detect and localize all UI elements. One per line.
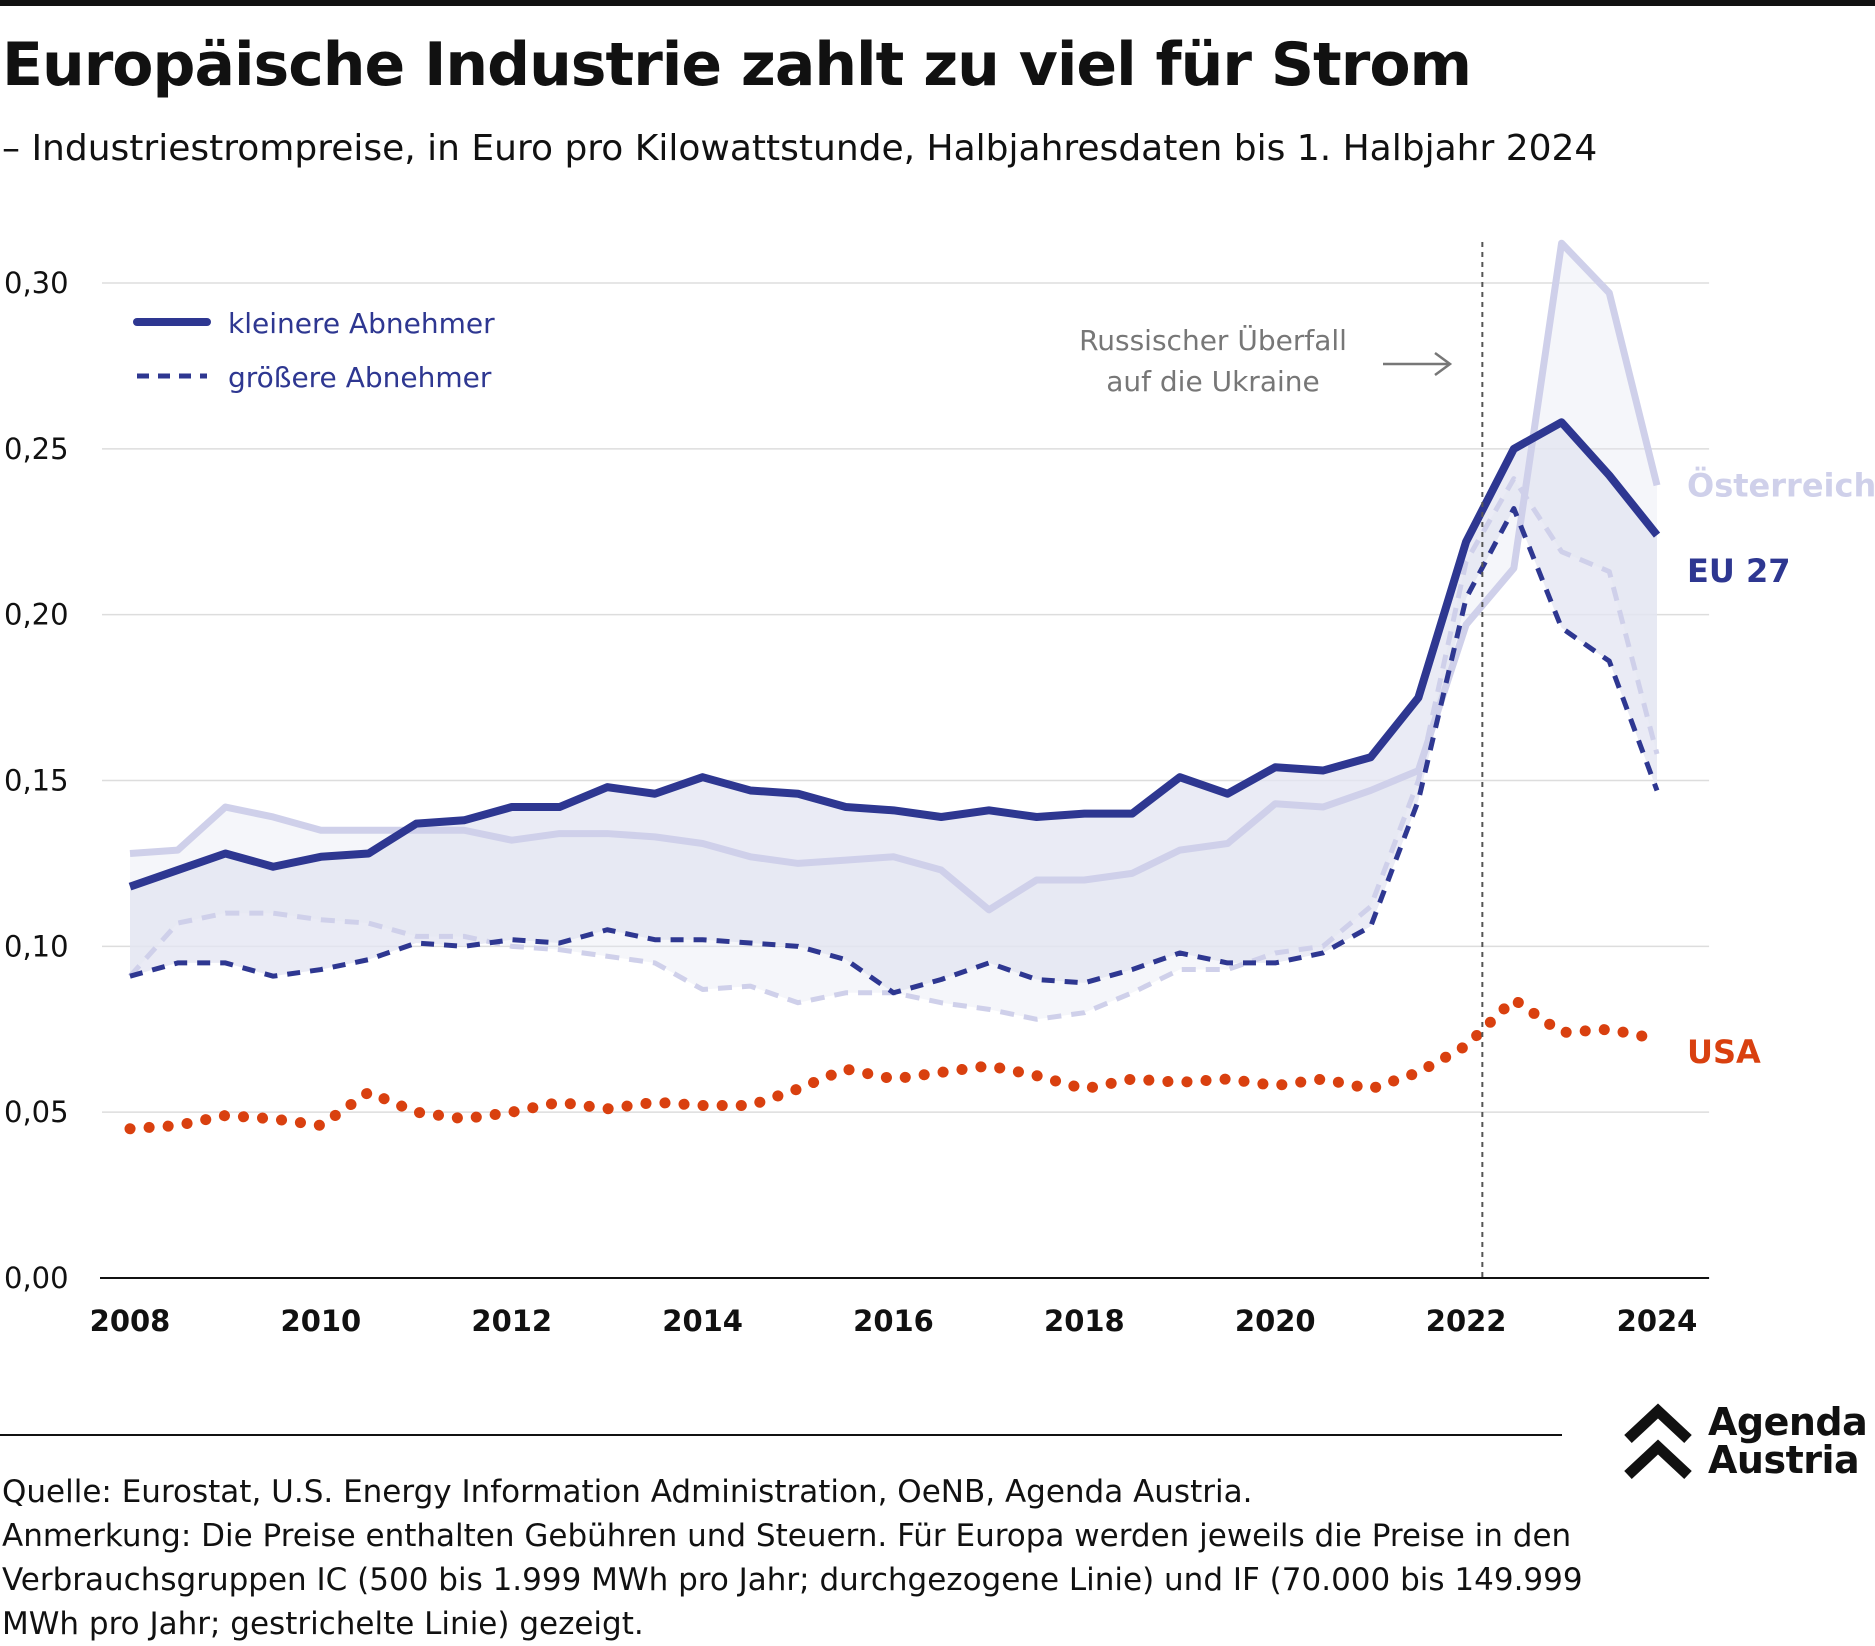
source-note: Quelle: Eurostat, U.S. Energy Informatio… <box>2 1470 1602 1646</box>
y-tick-label: 0,25 <box>4 432 69 466</box>
eu-small-consumers-line <box>128 418 1661 891</box>
series-lines <box>124 239 1663 1135</box>
y-tick-label: 0,30 <box>4 266 69 300</box>
y-tick-label: 0,05 <box>4 1095 69 1129</box>
footer-rule <box>0 1434 1562 1436</box>
chevron-up-double-icon <box>1624 1403 1692 1480</box>
chart-subtitle: – Industriestrompreise, in Euro pro Kilo… <box>2 128 1598 169</box>
logo-text: Agenda Austria <box>1708 1400 1868 1482</box>
chart-title: Europäische Industrie zahlt zu viel für … <box>2 30 1472 100</box>
note-line: Anmerkung: Die Preise enthalten Gebühren… <box>2 1518 1583 1642</box>
legend: kleinere Abnehmer größere Abnehmer <box>133 307 495 394</box>
series-end-labels: Österreich EU 27 USA <box>1687 466 1875 1071</box>
austria-small-consumers-line <box>129 239 1661 914</box>
x-tick-label: 2022 <box>1426 1304 1507 1338</box>
x-tick-label: 2010 <box>281 1304 362 1338</box>
x-tick-label: 2016 <box>853 1304 934 1338</box>
annotation-text-line2: auf die Ukraine <box>1106 365 1319 398</box>
end-label-österreich: Österreich <box>1687 466 1875 504</box>
annotation-text-line1: Russischer Überfall <box>1079 323 1347 357</box>
x-axis-ticks: 2008 2010 2012 2014 2016 2018 2020 2022 2024 <box>90 1304 1698 1338</box>
x-tick-label: 2020 <box>1235 1304 1316 1338</box>
eu-band-area <box>130 422 1657 993</box>
top-border <box>0 0 1875 6</box>
arrow-right-icon <box>1383 351 1453 377</box>
x-tick-label: 2014 <box>662 1304 743 1338</box>
x-tick-label: 2008 <box>90 1304 171 1338</box>
legend-label-solid: kleinere Abnehmer <box>228 307 495 340</box>
agenda-austria-logo: Agenda Austria <box>1622 1403 1872 1489</box>
y-tick-label: 0,00 <box>4 1261 69 1295</box>
logo-line1: Agenda <box>1708 1400 1868 1444</box>
y-axis-ticks: 0,00 0,05 0,10 0,15 0,20 0,25 0,30 <box>4 266 69 1295</box>
arrow-head <box>1434 351 1453 377</box>
logo-line2: Austria <box>1708 1438 1860 1482</box>
usa-line <box>124 993 1663 1135</box>
annotation: Russischer Überfall auf die Ukraine <box>1079 242 1484 1278</box>
x-tick-label: 2018 <box>1044 1304 1125 1338</box>
x-tick-label: 2012 <box>471 1304 552 1338</box>
area-bands <box>130 243 1657 1020</box>
austria-band-area <box>130 243 1657 1020</box>
line-chart: 0,00 0,05 0,10 0,15 0,20 0,25 0,30 2008 2010 201… <box>4 239 1875 1338</box>
eu-large-consumers-line <box>129 506 1660 996</box>
legend-label-dashed: größere Abnehmer <box>228 361 492 394</box>
x-tick-label: 2024 <box>1617 1304 1698 1338</box>
y-tick-label: 0,10 <box>4 929 69 963</box>
source-line: Quelle: Eurostat, U.S. Energy Informatio… <box>2 1474 1253 1510</box>
end-label-usa: USA <box>1687 1033 1761 1071</box>
end-label-eu-27: EU 27 <box>1687 552 1791 590</box>
y-tick-label: 0,15 <box>4 764 69 798</box>
y-tick-label: 0,20 <box>4 598 69 632</box>
